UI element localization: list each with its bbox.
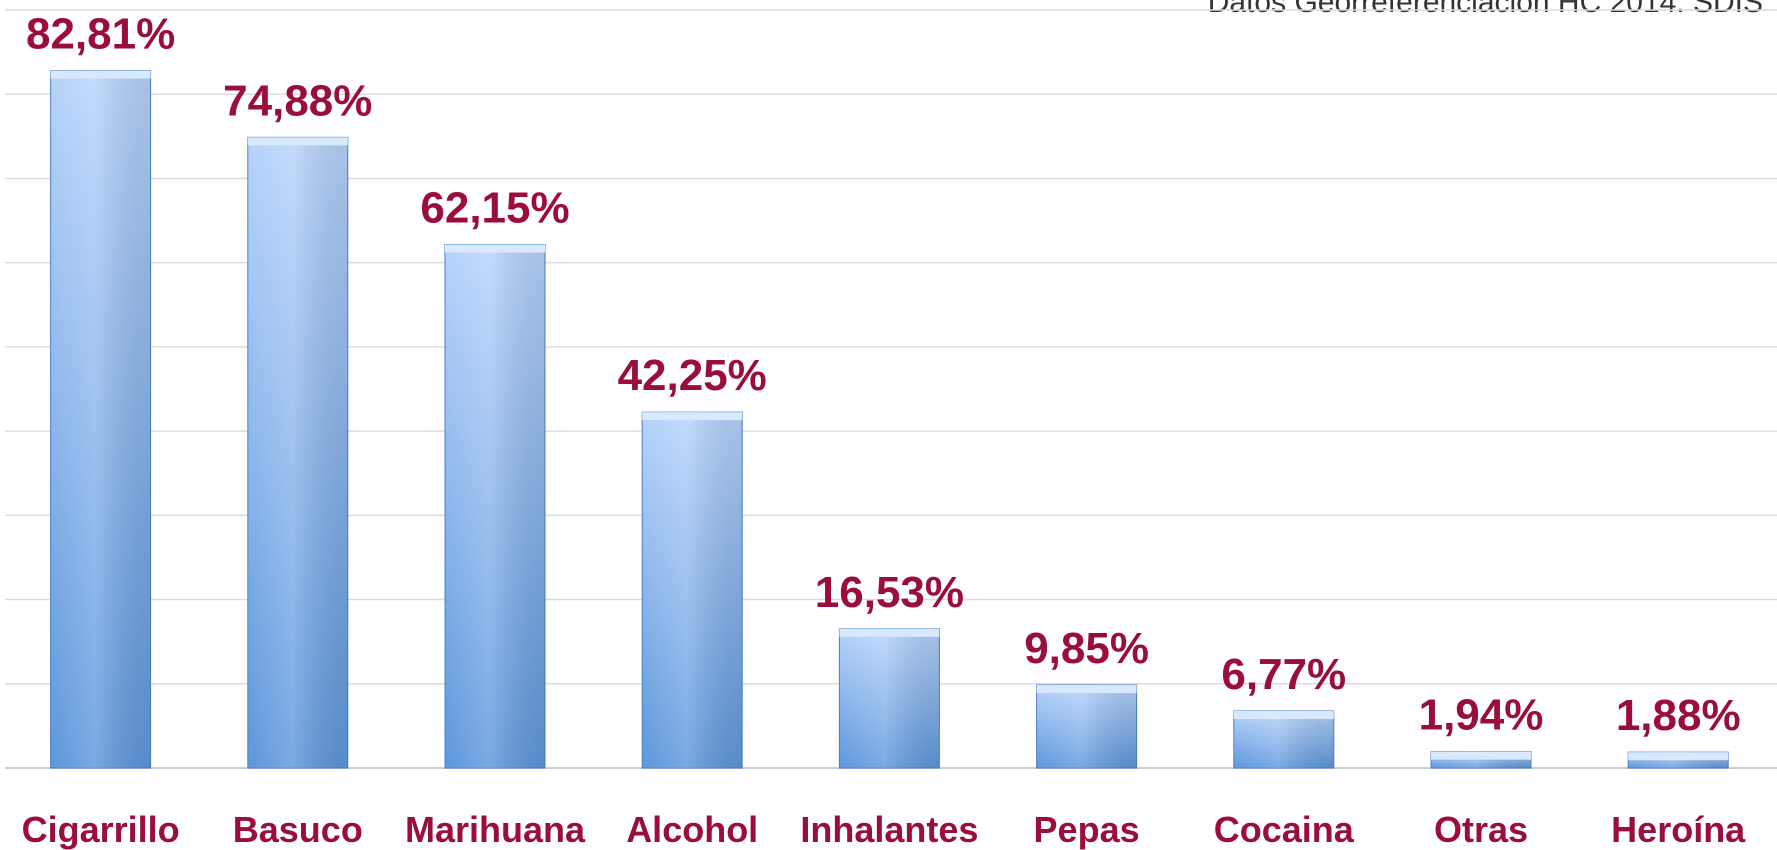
x-tick-label: Basuco [233, 809, 363, 850]
data-label: 9,85% [1024, 624, 1149, 673]
bar-cap [445, 244, 545, 253]
bar-cap [50, 70, 151, 79]
bar-basuco [247, 136, 349, 769]
bar-inhalantes [838, 628, 940, 769]
x-tick-label: Heroína [1611, 809, 1746, 850]
bar-marihuana [444, 244, 546, 769]
data-label: 82,81% [26, 10, 175, 59]
x-tick-label: Cigarrillo [22, 809, 180, 850]
bar-cap [1431, 751, 1531, 760]
x-axis-ticks: Cigarrillo Basuco Marihuana Alcohol Inhalant… [22, 809, 1747, 850]
data-label: 16,53% [815, 568, 964, 617]
data-label: 1,88% [1616, 691, 1741, 740]
bar-pepas [1036, 684, 1138, 769]
bar-cap [247, 137, 348, 146]
x-tick-label: Marihuana [405, 809, 586, 850]
bar-shine [1233, 710, 1334, 768]
bar-cap [1233, 710, 1334, 719]
data-label: 42,25% [618, 351, 767, 400]
bar-cigarrillo [50, 70, 152, 769]
bar-shine [1036, 685, 1137, 768]
bar-shine [642, 412, 743, 768]
x-tick-label: Otras [1434, 809, 1528, 850]
bar-cap [1628, 752, 1729, 761]
x-tick-label: Alcohol [626, 809, 758, 850]
data-label: 6,77% [1221, 650, 1346, 699]
bar-alcohol [641, 411, 743, 769]
bar-cocaina [1233, 710, 1335, 769]
bar-heroína [1627, 751, 1729, 769]
bar-shine [445, 244, 545, 768]
bars [50, 70, 1729, 769]
x-tick-label: Inhalantes [800, 809, 978, 850]
data-label: 62,15% [420, 184, 569, 233]
bar-cap [839, 628, 940, 637]
x-tick-label: Cocaina [1214, 809, 1355, 850]
x-tick-label: Pepas [1034, 809, 1140, 850]
bar-otras [1430, 751, 1532, 769]
bar-shine [839, 628, 940, 768]
bar-cap [1036, 685, 1137, 694]
data-labels: 82,81% 74,88% 62,15% 42,25% 16,53% 9,85% 6,77%… [26, 10, 1741, 741]
bar-shine [50, 70, 151, 768]
bar-shine [247, 137, 348, 768]
data-label: 74,88% [223, 76, 372, 125]
data-label: 1,94% [1419, 691, 1544, 740]
bar-cap [642, 412, 743, 421]
